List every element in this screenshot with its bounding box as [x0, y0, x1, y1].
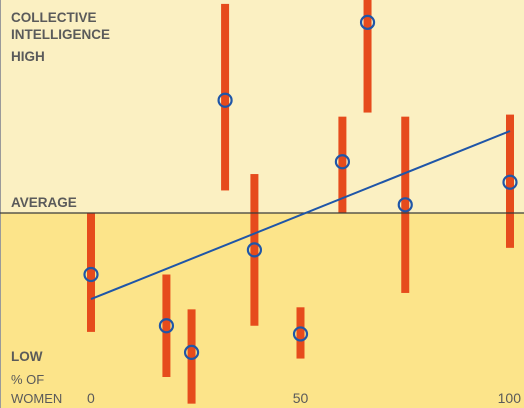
error-bars: [87, 0, 514, 404]
error-bar-8: [363, 0, 372, 113]
trend-line: [90, 130, 511, 301]
x-tick-label: 0: [87, 390, 95, 406]
band-below-average: [0, 213, 524, 408]
data-point-10: [502, 174, 518, 190]
error-bar-10: [506, 114, 514, 248]
error-bar-3: [187, 309, 196, 404]
data-point-5: [246, 242, 263, 258]
error-bar-9: [401, 116, 410, 293]
data-point-6: [292, 326, 309, 342]
error-bar-5: [250, 174, 259, 326]
data-point-4: [217, 92, 233, 108]
y-axis-title: COLLECTIVE INTELLIGENCE: [11, 10, 110, 42]
y-tier-average: AVERAGE: [11, 195, 77, 210]
data-point-9: [397, 197, 413, 213]
error-bar-7: [338, 116, 347, 213]
y-tier-high: HIGH: [11, 49, 45, 64]
x-tick-label: 100: [498, 390, 522, 406]
error-bar-6: [296, 307, 305, 359]
band-above-average: [0, 0, 524, 213]
error-bar-1: [87, 213, 95, 332]
x-axis-label-line-2: WOMEN: [11, 391, 62, 406]
data-markers: [83, 14, 518, 360]
data-point-8: [359, 14, 376, 30]
data-point-2: [158, 318, 175, 334]
data-point-7: [334, 154, 350, 170]
x-tick-label: 50: [293, 390, 309, 406]
y-tier-low: LOW: [11, 349, 43, 364]
x-tick-labels: 0 50 100: [87, 390, 521, 406]
error-bar-2: [162, 274, 171, 377]
y-axis-title-line-2: INTELLIGENCE: [11, 27, 110, 42]
data-point-1: [83, 266, 99, 283]
x-axis-label-line-1: % OF: [11, 372, 44, 387]
y-axis-title-line-1: COLLECTIVE: [11, 10, 97, 25]
data-point-3: [183, 344, 200, 360]
error-bar-4: [221, 3, 230, 191]
